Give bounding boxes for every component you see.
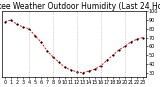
- Title: Milwaukee Weather Outdoor Humidity (Last 24 Hours): Milwaukee Weather Outdoor Humidity (Last…: [0, 2, 160, 11]
